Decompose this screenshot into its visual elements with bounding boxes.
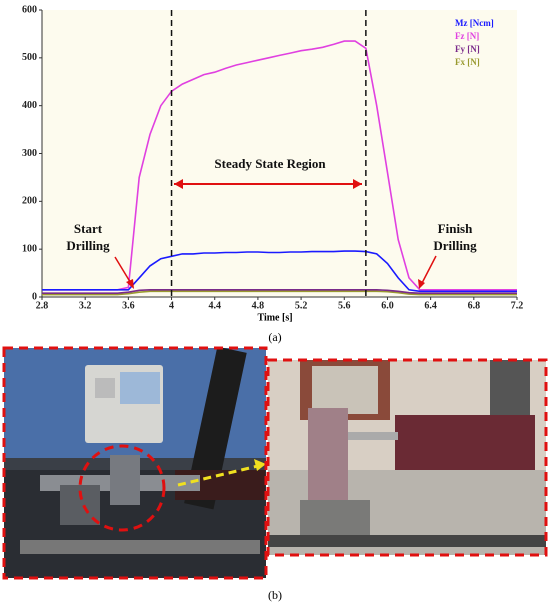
y-tick-label: 100 (22, 243, 37, 254)
x-tick-label: 2.8 (36, 300, 49, 311)
y-tick-label: 300 (22, 148, 37, 159)
series-line (42, 288, 517, 295)
legend-label: Fz [N] (455, 31, 479, 41)
arrow-head (418, 279, 425, 289)
finish-label: Finish (438, 221, 473, 236)
x-tick-label: 5.6 (338, 300, 351, 311)
arrow-head (174, 179, 183, 189)
plot: 0 100 200 300 400 500 600 2.8 3.2 3.6 4 4.4 4.8 5.2 5.… (22, 4, 523, 311)
plot-area (42, 10, 517, 297)
x-tick-label: 4.8 (252, 300, 265, 311)
y-tick-label: 200 (22, 196, 37, 207)
photo-right (266, 358, 548, 557)
finish-arrow (420, 255, 437, 286)
x-tick-label: 4.4 (208, 300, 221, 311)
x-tick-label: 3.2 (79, 300, 92, 311)
legend-label: Fy [N] (455, 44, 480, 54)
arrow-head (353, 179, 362, 189)
photo-left (2, 346, 268, 580)
y-tick-label: 0 (32, 291, 37, 302)
series-line (42, 250, 517, 293)
series-line (42, 290, 517, 296)
x-axis-label: Time [s] (257, 312, 292, 323)
region-label: Steady State Region (214, 156, 326, 171)
x-tick-label: 7.2 (511, 300, 524, 311)
y-tick-label: 500 (22, 52, 37, 63)
x-tick-label: 6.0 (381, 300, 394, 311)
legend-label: Fx [N] (455, 57, 480, 67)
x-tick-label: 4 (169, 300, 174, 311)
x-tick-label: 6.8 (468, 300, 481, 311)
arrow-head (126, 279, 134, 289)
x-tick-label: 5.2 (295, 300, 308, 311)
finish-label: Drilling (433, 238, 477, 253)
panel-label: (b) (268, 588, 282, 602)
legend-label: Mz [Ncm] (455, 18, 494, 28)
panel-label: (a) (268, 330, 281, 344)
y-tick-label: 600 (22, 4, 37, 15)
start-label: Drilling (66, 238, 110, 253)
start-arrow (114, 256, 133, 286)
x-tick-label: 3.6 (122, 300, 135, 311)
x-tick-label: 6.4 (424, 300, 437, 311)
y-tick-label: 400 (22, 100, 37, 111)
start-label: Start (74, 221, 103, 236)
